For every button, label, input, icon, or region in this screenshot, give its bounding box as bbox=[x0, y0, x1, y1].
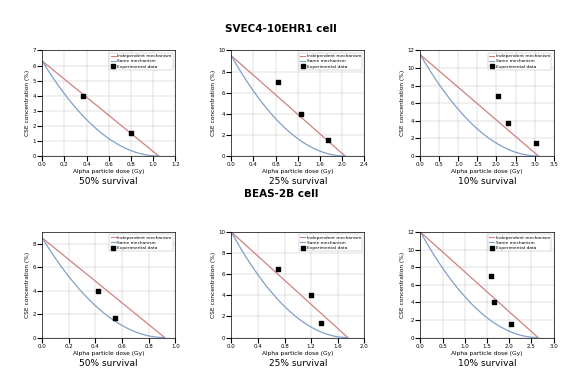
Point bbox=[79, 93, 88, 99]
Legend: Independent mechanism, Same mechanism, Experimental data: Independent mechanism, Same mechanism, E… bbox=[488, 53, 551, 70]
X-axis label: Alpha particle dose (Gy): Alpha particle dose (Gy) bbox=[73, 351, 144, 356]
Text: SVEC4-10EHR1 cell: SVEC4-10EHR1 cell bbox=[225, 24, 337, 34]
Point bbox=[307, 292, 316, 298]
Text: BEAS-2B cell: BEAS-2B cell bbox=[244, 189, 318, 199]
Point bbox=[494, 93, 503, 99]
Text: 25% survival: 25% survival bbox=[269, 359, 327, 368]
Point bbox=[487, 273, 496, 279]
X-axis label: Alpha particle dose (Gy): Alpha particle dose (Gy) bbox=[73, 169, 144, 174]
Y-axis label: CSE concentration (%): CSE concentration (%) bbox=[400, 70, 405, 136]
Legend: Independent mechanism, Same mechanism, Experimental data: Independent mechanism, Same mechanism, E… bbox=[298, 53, 362, 70]
Y-axis label: CSE concentration (%): CSE concentration (%) bbox=[25, 70, 30, 136]
Y-axis label: CSE concentration (%): CSE concentration (%) bbox=[211, 252, 216, 318]
Point bbox=[507, 321, 516, 327]
Text: 10% survival: 10% survival bbox=[457, 177, 516, 186]
Legend: Independent mechanism, Same mechanism, Experimental data: Independent mechanism, Same mechanism, E… bbox=[110, 53, 173, 70]
X-axis label: Alpha particle dose (Gy): Alpha particle dose (Gy) bbox=[262, 169, 334, 174]
Point bbox=[324, 137, 333, 143]
X-axis label: Alpha particle dose (Gy): Alpha particle dose (Gy) bbox=[451, 169, 523, 174]
Legend: Independent mechanism, Same mechanism, Experimental data: Independent mechanism, Same mechanism, E… bbox=[110, 234, 173, 251]
Text: 25% survival: 25% survival bbox=[269, 177, 327, 186]
Point bbox=[274, 79, 283, 85]
Text: 50% survival: 50% survival bbox=[79, 359, 138, 368]
Text: 50% survival: 50% survival bbox=[79, 177, 138, 186]
Text: 10% survival: 10% survival bbox=[457, 359, 516, 368]
Point bbox=[111, 315, 120, 321]
Y-axis label: CSE concentration (%): CSE concentration (%) bbox=[211, 70, 216, 136]
Point bbox=[532, 140, 541, 146]
Point bbox=[94, 288, 103, 294]
Y-axis label: CSE concentration (%): CSE concentration (%) bbox=[25, 252, 30, 318]
Point bbox=[504, 120, 513, 126]
Legend: Independent mechanism, Same mechanism, Experimental data: Independent mechanism, Same mechanism, E… bbox=[488, 234, 551, 251]
Point bbox=[273, 266, 282, 272]
Point bbox=[316, 320, 325, 326]
Legend: Independent mechanism, Same mechanism, Experimental data: Independent mechanism, Same mechanism, E… bbox=[298, 234, 362, 251]
Point bbox=[489, 299, 498, 305]
Y-axis label: CSE concentration (%): CSE concentration (%) bbox=[400, 252, 405, 318]
X-axis label: Alpha particle dose (Gy): Alpha particle dose (Gy) bbox=[451, 351, 523, 356]
X-axis label: Alpha particle dose (Gy): Alpha particle dose (Gy) bbox=[262, 351, 334, 356]
Point bbox=[296, 111, 305, 117]
Point bbox=[126, 130, 135, 137]
